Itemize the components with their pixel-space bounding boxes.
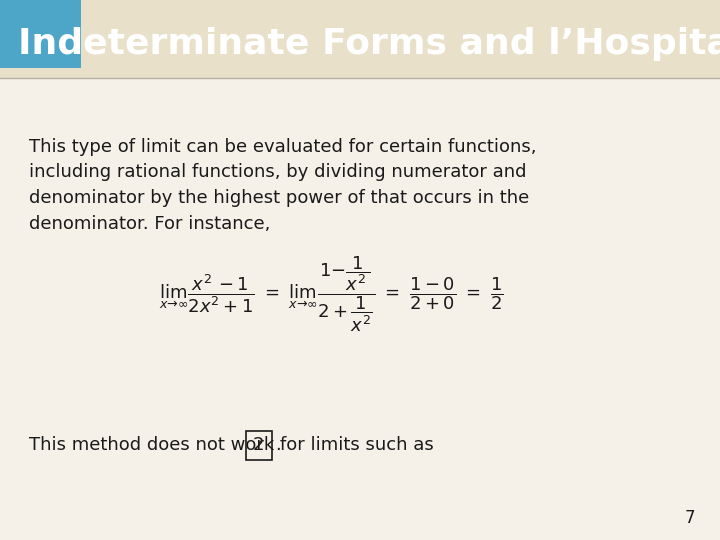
Text: This method does not work for limits such as: This method does not work for limits suc… [29, 436, 439, 455]
Text: Indeterminate Forms and l’Hospital’s Rule: Indeterminate Forms and l’Hospital’s Rul… [18, 28, 720, 61]
Text: This type of limit can be evaluated for certain functions,
including rational fu: This type of limit can be evaluated for … [29, 138, 536, 233]
Bar [0, 0, 81, 68]
Text: 7: 7 [684, 509, 695, 528]
Text: $\lim_{x \to \infty} \dfrac{x^2-1}{2x^2+1}\ =\ \lim_{x \to \infty} \dfrac{1 - \d: $\lim_{x \to \infty} \dfrac{x^2-1}{2x^2+… [159, 255, 503, 334]
Bar [246, 431, 271, 460]
Text: 2: 2 [253, 436, 264, 455]
Bar [0, 0, 720, 78]
Text: .: . [274, 436, 280, 455]
